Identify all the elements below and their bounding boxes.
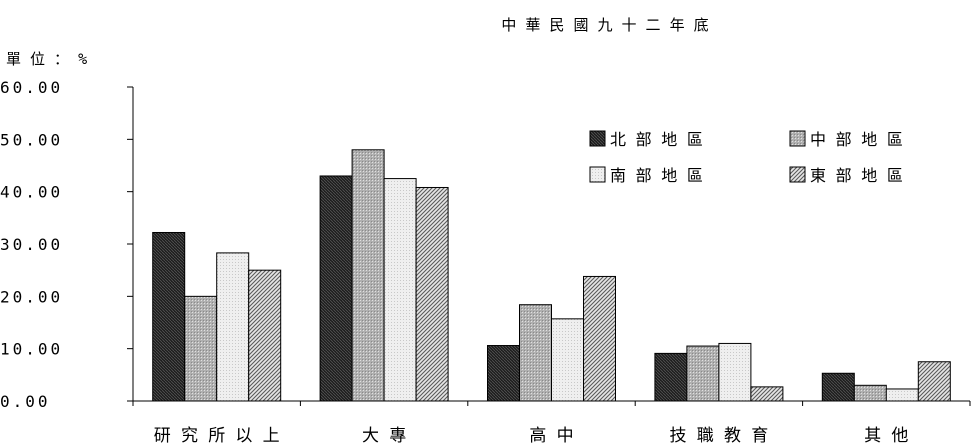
bar xyxy=(415,186,449,402)
category-label: 研 究 所 以 上 xyxy=(154,426,280,444)
bar xyxy=(487,345,520,402)
bar xyxy=(686,345,720,402)
bar xyxy=(216,252,250,402)
bar xyxy=(583,275,616,402)
bar xyxy=(383,178,417,402)
bar xyxy=(654,352,688,402)
legend-label: 東 部 地 區 xyxy=(810,166,903,185)
bar xyxy=(718,342,752,402)
bar xyxy=(551,318,584,402)
legend-swatch xyxy=(789,130,806,147)
legend-label: 中 部 地 區 xyxy=(810,130,903,149)
bar xyxy=(885,388,919,402)
legend-label: 北 部 地 區 xyxy=(610,130,703,149)
legend: 北 部 地 區 中 部 地 區南 部 地 區 東 部 地 區 xyxy=(589,130,903,185)
y-tick-label: 10.00 xyxy=(0,340,63,359)
bar xyxy=(152,231,186,402)
legend-label: 南 部 地 區 xyxy=(610,166,703,185)
legend-swatch xyxy=(589,130,606,147)
legend-swatch xyxy=(789,166,806,183)
y-tick-label: 0.00 xyxy=(0,392,51,411)
y-tick-label: 40.00 xyxy=(0,183,63,202)
bar xyxy=(319,175,353,402)
bar xyxy=(248,269,282,402)
bar xyxy=(917,361,951,402)
bar xyxy=(184,295,218,402)
chart-subtitle: 中 華 民 國 九 十 二 年 底 xyxy=(501,16,708,34)
category-label: 其 他 xyxy=(864,426,908,444)
y-tick-label: 60.00 xyxy=(0,78,63,97)
bars xyxy=(152,149,951,402)
y-tick-label: 20.00 xyxy=(0,287,63,306)
legend-swatch xyxy=(589,166,606,183)
bar xyxy=(750,386,784,402)
bar xyxy=(853,384,887,402)
bar xyxy=(351,149,385,402)
y-tick-label: 30.00 xyxy=(0,235,63,254)
category-label: 大 專 xyxy=(362,426,406,444)
y-tick-label: 50.00 xyxy=(0,130,63,149)
bar xyxy=(821,372,855,402)
category-label: 技 職 教 育 xyxy=(670,426,769,444)
unit-label: 單 位 ： % xyxy=(6,50,87,68)
bar xyxy=(519,304,552,402)
y-tick-labels: 0.00 10.00 20.00 30.00 40.00 50.00 60.00 xyxy=(0,78,63,411)
category-label: 高 中 xyxy=(529,426,573,444)
category-labels: 研 究 所 以 上大 專高 中技 職 教 育其 他 xyxy=(154,426,909,444)
